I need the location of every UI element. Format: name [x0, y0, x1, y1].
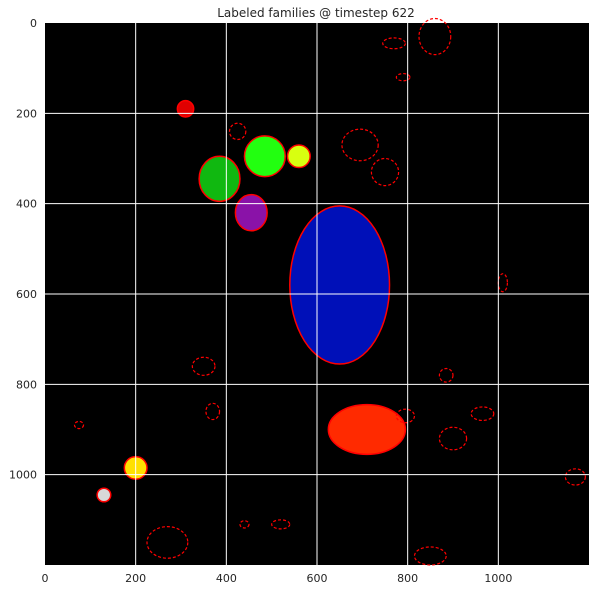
family-blob-1	[327, 403, 407, 456]
family-blob-5	[286, 144, 311, 169]
family-blob-3	[198, 155, 241, 203]
outline-ring-4	[413, 546, 447, 566]
ticks-layer: 0 200 400 600 800 1000 0 200 400 600 800 1000	[9, 17, 512, 585]
family-blob-8	[96, 487, 112, 503]
y-tick-label-0: 0	[30, 17, 37, 30]
outline-ring-6	[146, 526, 189, 559]
outlines-layer	[73, 17, 586, 566]
x-tick-label-5: 1000	[484, 572, 512, 585]
outline-ring-2	[370, 157, 400, 187]
y-tick-label-5: 1000	[9, 469, 37, 482]
y-tick-label-1: 200	[16, 107, 37, 120]
family-blob-4	[234, 193, 268, 232]
y-tick-label-2: 400	[16, 198, 37, 211]
outline-ring-7	[191, 356, 216, 376]
x-tick-label-2: 400	[216, 572, 237, 585]
outline-ring-10	[395, 408, 416, 424]
x-tick-label-1: 200	[125, 572, 146, 585]
x-tick-label-4: 800	[397, 572, 418, 585]
outline-ring-12	[73, 420, 85, 430]
outline-ring-13	[438, 367, 454, 383]
family-blob-0	[289, 205, 391, 365]
outline-ring-5	[564, 468, 586, 486]
y-tick-label-3: 600	[16, 288, 37, 301]
outline-ring-8	[205, 402, 221, 421]
outline-ring-1	[341, 128, 379, 162]
x-tick-label-3: 600	[307, 572, 328, 585]
grid-layer	[45, 23, 589, 565]
x-tick-label-0: 0	[42, 572, 49, 585]
families-layer	[96, 99, 407, 503]
family-blob-2	[243, 135, 287, 178]
outline-ring-16	[395, 72, 411, 82]
outline-ring-18	[271, 519, 291, 530]
y-tick-label-4: 800	[16, 378, 37, 391]
family-blob-7	[176, 99, 195, 118]
outline-ring-17	[470, 406, 495, 422]
outline-ring-15	[382, 37, 407, 50]
outline-ring-3	[438, 426, 468, 451]
outline-ring-14	[239, 520, 250, 529]
outline-ring-0	[418, 17, 452, 56]
outline-ring-9	[228, 122, 247, 141]
chart-title: Labeled families @ timestep 622	[217, 6, 415, 20]
